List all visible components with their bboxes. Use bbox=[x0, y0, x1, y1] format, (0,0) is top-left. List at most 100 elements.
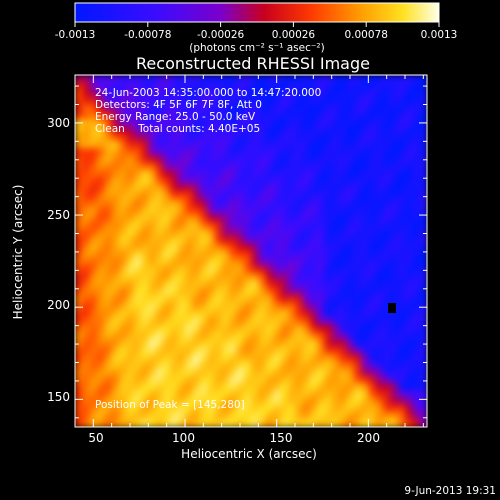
heatmap-cell bbox=[265, 207, 274, 215]
heatmap-cell bbox=[390, 119, 399, 127]
heatmap-cell bbox=[339, 324, 347, 333]
heatmap-cell bbox=[309, 229, 318, 237]
heatmap-cell bbox=[368, 170, 377, 179]
heatmap-cell bbox=[126, 346, 135, 355]
heatmap-cell bbox=[265, 375, 274, 384]
heatmap-cell bbox=[368, 390, 377, 399]
heatmap-cell bbox=[82, 163, 91, 171]
heatmap-cell bbox=[309, 346, 318, 355]
heatmap-cell bbox=[390, 148, 399, 157]
heatmap-cell bbox=[199, 353, 208, 362]
heatmap-cell bbox=[280, 214, 289, 223]
heatmap-cell bbox=[331, 405, 340, 413]
heatmap-cell bbox=[412, 221, 421, 230]
heatmap-cell bbox=[177, 207, 186, 215]
heatmap-cell bbox=[148, 383, 157, 391]
heatmap-cell bbox=[295, 390, 303, 399]
heatmap-cell bbox=[104, 302, 113, 311]
heatmap-cell bbox=[133, 192, 142, 201]
heatmap-cell bbox=[207, 324, 215, 333]
heatmap-cell bbox=[383, 353, 391, 362]
heatmap-cell bbox=[339, 295, 347, 303]
heatmap-cell bbox=[111, 177, 120, 186]
heatmap-cell bbox=[192, 104, 201, 113]
heatmap-cell bbox=[295, 280, 303, 289]
heatmap-cell bbox=[405, 273, 413, 281]
heatmap-cell bbox=[251, 309, 259, 318]
heatmap-cell bbox=[104, 295, 113, 303]
heatmap-cell bbox=[177, 104, 186, 113]
heatmap-cell bbox=[368, 192, 377, 201]
heatmap-cell bbox=[170, 419, 179, 427]
heatmap-cell bbox=[353, 273, 362, 281]
heatmap-cell bbox=[412, 214, 421, 223]
heatmap-cell bbox=[331, 185, 340, 193]
heatmap-cell bbox=[75, 287, 83, 296]
heatmap-cell bbox=[177, 287, 186, 296]
heatmap-cell bbox=[163, 375, 171, 384]
heatmap-cell bbox=[419, 339, 427, 347]
heatmap-cell bbox=[229, 192, 237, 201]
heatmap-cell bbox=[243, 75, 252, 83]
heatmap-cell bbox=[419, 331, 427, 340]
heatmap-cell bbox=[375, 353, 384, 362]
heatmap-cell bbox=[148, 192, 157, 201]
heatmap-cell bbox=[236, 295, 245, 303]
heatmap-cell bbox=[163, 280, 171, 289]
heatmap-cell bbox=[361, 419, 369, 427]
heatmap-cell bbox=[97, 82, 105, 91]
heatmap-cell bbox=[397, 295, 406, 303]
heatmap-cell bbox=[265, 419, 274, 427]
heatmap-cell bbox=[353, 192, 362, 201]
heatmap-cell bbox=[82, 368, 91, 377]
heatmap-cell bbox=[309, 258, 318, 267]
heatmap-cell bbox=[192, 221, 201, 230]
heatmap-cell bbox=[324, 368, 333, 377]
heatmap-cell bbox=[141, 163, 149, 171]
heatmap-cell bbox=[412, 243, 421, 252]
heatmap-cell bbox=[111, 397, 120, 406]
heatmap-cell bbox=[126, 317, 135, 325]
heatmap-cell bbox=[317, 309, 325, 318]
heatmap-cell bbox=[126, 412, 135, 421]
heatmap-cell bbox=[309, 397, 318, 406]
heatmap-cell bbox=[295, 258, 303, 267]
heatmap-cell bbox=[397, 361, 406, 369]
heatmap-cell bbox=[361, 383, 369, 391]
heatmap-cell bbox=[390, 412, 399, 421]
heatmap-cell bbox=[104, 199, 113, 208]
x-tick-label-200: 200 bbox=[357, 431, 380, 445]
heatmap-cell bbox=[111, 280, 120, 289]
heatmap-cell bbox=[89, 280, 98, 289]
heatmap-cell bbox=[412, 295, 421, 303]
heatmap-cell bbox=[126, 383, 135, 391]
heatmap-cell bbox=[383, 221, 391, 230]
heatmap-cell bbox=[309, 133, 318, 142]
heatmap-cell bbox=[353, 383, 362, 391]
heatmap-cell bbox=[265, 236, 274, 245]
heatmap-cell bbox=[361, 331, 369, 340]
heatmap-cell bbox=[133, 148, 142, 157]
heatmap-cell bbox=[229, 375, 237, 384]
heatmap-cell bbox=[383, 383, 391, 391]
heatmap-cell bbox=[419, 126, 427, 135]
heatmap-cell bbox=[177, 302, 186, 311]
heatmap-cell bbox=[229, 177, 237, 186]
heatmap-cell bbox=[265, 258, 274, 267]
heatmap-cell bbox=[89, 111, 98, 120]
heatmap-cell bbox=[170, 368, 179, 377]
heatmap-cell bbox=[170, 75, 179, 83]
heatmap-cell bbox=[97, 141, 105, 149]
heatmap-cell bbox=[221, 221, 230, 230]
heatmap-cell bbox=[97, 339, 105, 347]
heatmap-cell bbox=[119, 133, 127, 142]
heatmap-cell bbox=[155, 119, 164, 127]
annotation-peak-position: Position of Peak = [145,280] bbox=[95, 399, 245, 411]
heatmap-cell bbox=[309, 82, 318, 91]
heatmap-cell bbox=[375, 368, 384, 377]
heatmap-cell bbox=[331, 295, 340, 303]
heatmap-cell bbox=[273, 155, 281, 164]
heatmap-cell bbox=[75, 89, 83, 98]
heatmap-cell bbox=[192, 383, 201, 391]
heatmap-cell bbox=[295, 236, 303, 245]
